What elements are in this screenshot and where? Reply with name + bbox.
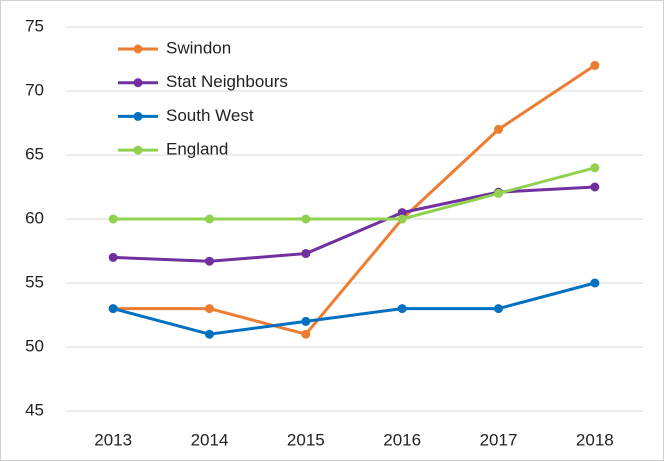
- series-line: [113, 185, 595, 263]
- x-tick-label: 2018: [576, 430, 614, 449]
- x-tick-label: 2013: [94, 430, 132, 449]
- y-tick-label: 45: [25, 400, 44, 419]
- data-point: [301, 249, 311, 259]
- x-tick-label: 2014: [191, 430, 229, 449]
- data-point: [301, 316, 311, 326]
- y-tick-label: 65: [25, 144, 44, 163]
- data-point: [108, 304, 118, 314]
- data-point: [108, 214, 118, 224]
- legend-marker: [133, 145, 143, 155]
- data-point: [205, 304, 214, 314]
- data-point: [590, 60, 600, 70]
- legend-label: Stat Neighbours: [166, 72, 288, 91]
- data-point: [590, 278, 600, 288]
- data-point: [397, 304, 407, 314]
- data-point: [494, 124, 503, 134]
- data-point: [590, 163, 600, 173]
- x-tick-label: 2016: [383, 430, 421, 449]
- y-tick-label: 50: [25, 336, 44, 355]
- series-line: [112, 281, 596, 336]
- data-point: [205, 256, 214, 266]
- y-tick-label: 60: [25, 208, 44, 227]
- data-point: [301, 329, 311, 339]
- legend-marker: [133, 44, 143, 54]
- y-tick-label: 70: [25, 80, 44, 99]
- y-tick-label: 75: [25, 16, 44, 35]
- data-point: [494, 304, 503, 314]
- data-point: [205, 329, 214, 339]
- series-line: [113, 64, 596, 336]
- legend-marker: [133, 78, 143, 88]
- legend-label: England: [166, 140, 228, 159]
- data-point: [397, 208, 407, 218]
- y-tick-label: 55: [25, 272, 44, 291]
- data-point: [590, 182, 600, 192]
- data-point: [301, 214, 311, 224]
- legend-label: South West: [166, 106, 254, 125]
- data-point: [205, 214, 214, 224]
- x-tick-label: 2017: [480, 430, 518, 449]
- data-point: [108, 252, 118, 262]
- series-line: [113, 166, 596, 221]
- legend-label: Swindon: [166, 38, 231, 57]
- x-tick-label: 2015: [287, 430, 325, 449]
- legend-marker: [133, 111, 143, 121]
- data-point: [494, 188, 503, 198]
- data-point: [397, 214, 407, 224]
